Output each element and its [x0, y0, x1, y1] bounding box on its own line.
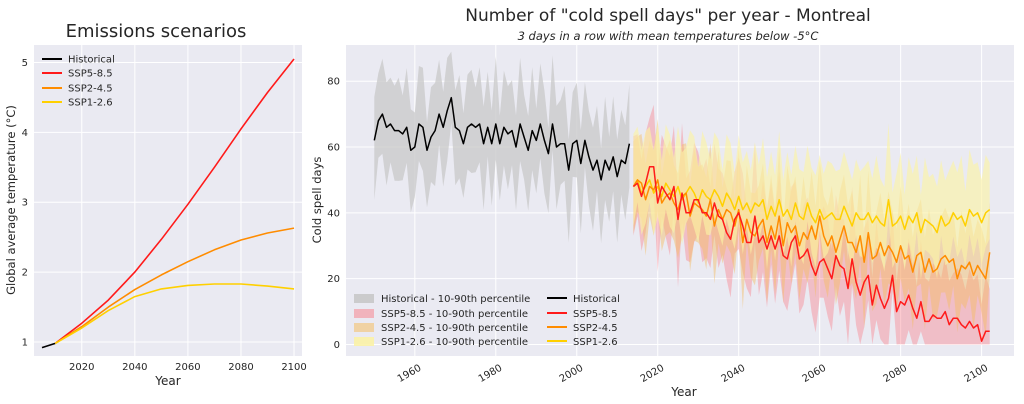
left-x-tick-2100: 2100 — [281, 362, 306, 373]
left-y-ticks: 1 2 3 4 5 — [22, 58, 28, 349]
left-plot-area — [34, 45, 302, 356]
left-line-ssp5-8-5 — [54, 58, 295, 345]
right-x-ticks: 1960 1980 2000 2020 2040 2060 2080 2100 — [396, 363, 990, 385]
legend-band-swatch-ssp585 — [354, 309, 374, 318]
legend-band-swatch-ssp126 — [354, 337, 374, 346]
right-x-tick-2000: 2000 — [558, 363, 586, 385]
right-x-tick-1980: 1980 — [477, 363, 505, 385]
left-x-tick-2080: 2080 — [228, 362, 253, 373]
left-line-ssp1-2-6 — [54, 283, 295, 345]
right-y-axis-label: Cold spell days — [310, 157, 324, 244]
right-chart: 1960 1980 2000 2020 2040 2060 2080 2100 0204060… — [310, 6, 1014, 399]
right-y-tick-0: 0 — [334, 340, 340, 351]
legend-line-label-ssp245: SSP2-4.5 — [573, 323, 618, 334]
right-line-ssp5-8-5 — [632, 166, 990, 342]
right-line-ssp1-2-6 — [632, 179, 991, 234]
left-legend-label-ssp126: SSP1-2.6 — [68, 98, 113, 109]
left-y-tick-5: 5 — [22, 58, 28, 69]
left-x-ticks: 2020 2040 2060 2080 2100 — [69, 362, 307, 373]
left-x-axis-label: Year — [154, 374, 180, 388]
right-x-tick-2080: 2080 — [882, 363, 910, 385]
left-line-ssp2-4-5 — [54, 227, 295, 345]
left-y-tick-3: 3 — [22, 198, 28, 209]
right-series — [373, 96, 991, 342]
legend-band-label-ssp245: SSP2-4.5 - 10-90th percentile — [381, 323, 528, 334]
left-legend-label-historical: Historical — [68, 55, 115, 66]
legend-line-label-ssp126: SSP1-2.6 — [573, 337, 618, 348]
left-series — [41, 58, 295, 349]
legend-line-label-ssp585: SSP5-8.5 — [573, 309, 618, 320]
right-y-tick-60: 60 — [327, 143, 340, 154]
right-y-tick-40: 40 — [327, 208, 340, 219]
left-x-tick-2040: 2040 — [122, 362, 147, 373]
right-line-ssp2-4-5 — [632, 179, 991, 280]
left-chart: 2020 2040 2060 2080 2100 1 2 3 4 5 Emissions sce… — [4, 21, 307, 388]
left-x-tick-2060: 2060 — [175, 362, 200, 373]
right-legend: Historical - 10-90th percentile SSP5-8.5… — [354, 294, 620, 348]
legend-band-swatch-ssp245 — [354, 323, 374, 332]
right-x-tick-2060: 2060 — [801, 363, 829, 385]
right-y-tick-80: 80 — [327, 77, 340, 88]
band-ssp1-2-6 — [633, 123, 990, 280]
right-x-tick-2040: 2040 — [720, 363, 748, 385]
left-y-tick-1: 1 — [22, 338, 28, 349]
legend-band-label-ssp126: SSP1-2.6 - 10-90th percentile — [381, 337, 528, 348]
right-chart-title: Number of "cold spell days" per year - M… — [465, 6, 871, 26]
left-chart-title: Emissions scenarios — [66, 21, 247, 42]
left-y-axis-label: Global average temperature (°C) — [4, 105, 18, 295]
left-legend: Historical SSP5-8.5 SSP2-4.5 SSP1-2.6 — [42, 55, 115, 109]
right-y-tick-20: 20 — [327, 274, 340, 285]
legend-band-swatch-historical — [354, 294, 374, 303]
right-y-ticks: 0 20 40 60 80 — [327, 77, 340, 351]
left-grid — [34, 45, 302, 356]
legend-band-label-ssp585: SSP5-8.5 - 10-90th percentile — [381, 309, 528, 320]
right-x-tick-2100: 2100 — [963, 363, 991, 385]
right-x-axis-label: Year — [670, 385, 696, 399]
left-x-tick-2020: 2020 — [69, 362, 94, 373]
right-line-historical — [373, 96, 631, 181]
left-y-tick-4: 4 — [22, 128, 28, 139]
left-y-tick-2: 2 — [22, 268, 28, 279]
right-x-tick-1960: 1960 — [396, 363, 424, 385]
right-chart-subtitle: 3 days in a row with mean temperatures b… — [518, 29, 819, 43]
legend-band-label-historical: Historical - 10-90th percentile — [381, 294, 530, 305]
right-x-tick-2020: 2020 — [639, 363, 667, 385]
left-legend-label-ssp585: SSP5-8.5 — [68, 69, 113, 80]
band-historical — [374, 51, 630, 244]
legend-line-label-historical: Historical — [573, 294, 620, 305]
left-legend-label-ssp245: SSP2-4.5 — [68, 84, 113, 95]
left-line-historical — [41, 342, 56, 349]
